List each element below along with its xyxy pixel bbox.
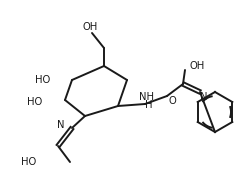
Text: NH: NH — [138, 92, 154, 102]
Text: HO: HO — [35, 75, 50, 85]
Text: OH: OH — [189, 61, 204, 71]
Text: N: N — [200, 92, 208, 102]
Text: OH: OH — [82, 22, 98, 32]
Text: N: N — [57, 120, 64, 130]
Text: H: H — [145, 100, 153, 110]
Text: HO: HO — [27, 97, 42, 107]
Text: HO: HO — [21, 157, 36, 167]
Text: O: O — [168, 96, 176, 106]
